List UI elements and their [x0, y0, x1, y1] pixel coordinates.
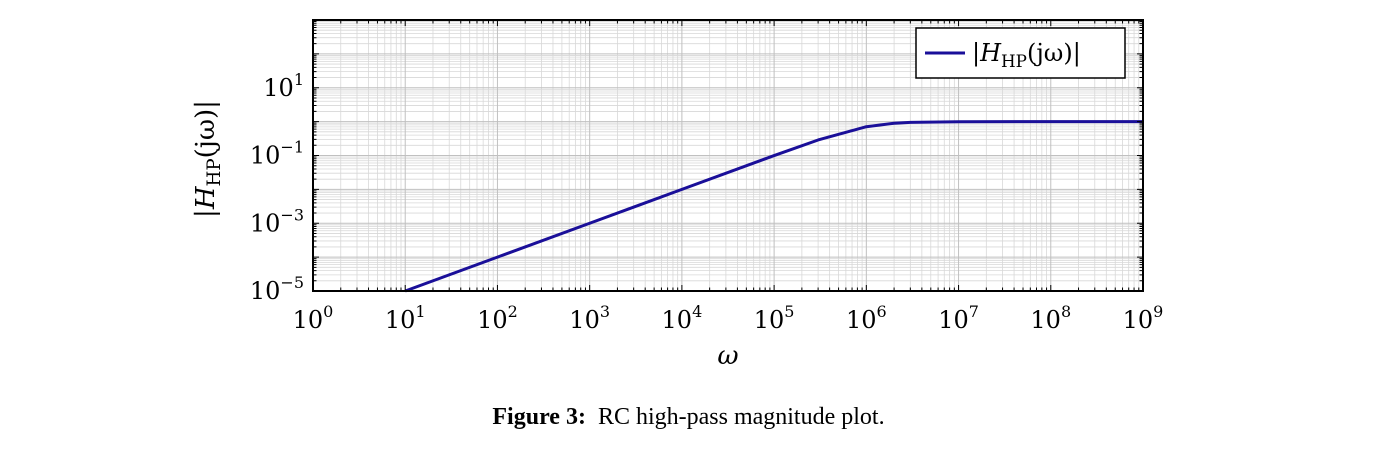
x-tick-base: 10 — [1030, 306, 1061, 334]
legend-subscript: HP — [1001, 51, 1027, 71]
y-tick-label: 10−1 — [250, 138, 304, 170]
series-layer — [404, 120, 1144, 293]
y-tick-exponent: −3 — [280, 205, 304, 224]
figure-caption: Figure 3: RC high-pass magnitude plot. — [0, 404, 1377, 431]
ylabel-bar-right: | — [191, 100, 221, 109]
legend-bar-right: | — [1073, 39, 1081, 68]
ylabel-argument: (jω) — [191, 109, 221, 159]
x-tick-exponent: 3 — [600, 302, 610, 321]
x-tick-exponent: 5 — [784, 302, 794, 321]
y-tick-base: 10 — [250, 142, 281, 170]
x-tick-base: 10 — [846, 306, 877, 334]
x-axis-label: ω — [717, 341, 738, 371]
y-tick-label: 10−5 — [250, 273, 304, 305]
axis-labels: ω|HHP(jω)| — [191, 100, 739, 371]
x-tick-base: 10 — [293, 306, 324, 334]
tick-marks — [312, 19, 1144, 292]
x-tick-base: 10 — [385, 306, 416, 334]
y-tick-base: 10 — [250, 209, 281, 237]
y-tick-exponent: −1 — [280, 138, 304, 157]
legend-label: |HHP(jω)| — [972, 39, 1081, 71]
x-tick-exponent: 7 — [969, 302, 979, 321]
x-tick-label: 105 — [754, 302, 795, 334]
x-tick-base: 10 — [662, 306, 693, 334]
y-tick-exponent: −5 — [280, 273, 304, 292]
x-tick-exponent: 8 — [1061, 302, 1071, 321]
x-tick-exponent: 9 — [1153, 302, 1163, 321]
x-tick-label: 101 — [385, 302, 426, 334]
legend-symbol: H — [979, 39, 1002, 67]
x-tick-label: 100 — [293, 302, 334, 334]
x-tick-base: 10 — [938, 306, 969, 334]
x-tick-exponent: 0 — [323, 302, 333, 321]
y-tick-label: 101 — [263, 70, 304, 102]
ylabel-bar-left: | — [191, 209, 221, 218]
y-tick-base: 10 — [263, 74, 294, 102]
y-axis-label: |HHP(jω)| — [191, 100, 225, 218]
ylabel-subscript: HP — [204, 158, 225, 186]
y-tick-base: 10 — [250, 277, 281, 305]
legend-bar-left: | — [972, 39, 980, 68]
x-tick-exponent: 2 — [508, 302, 518, 321]
x-tick-label: 108 — [1030, 302, 1071, 334]
x-tick-label: 103 — [569, 302, 610, 334]
x-tick-label: 102 — [477, 302, 518, 334]
ylabel-symbol: H — [191, 185, 221, 210]
x-tick-label: 106 — [846, 302, 887, 334]
x-tick-label: 104 — [662, 302, 703, 334]
y-tick-label: 10−3 — [250, 205, 304, 237]
axis-ticks: 100 101 102 103 104 105 106 107 108 10910−510−310… — [250, 19, 1164, 334]
legend: |HHP(jω)| — [915, 27, 1126, 79]
x-tick-exponent: 1 — [415, 302, 425, 321]
caption-label: Figure 3: — [492, 404, 586, 430]
caption-text: RC high-pass magnitude plot. — [597, 404, 885, 430]
y-tick-exponent: 1 — [294, 70, 304, 89]
series-line — [404, 120, 1143, 293]
x-tick-label: 107 — [938, 302, 979, 334]
legend-argument: (jω) — [1027, 39, 1073, 67]
x-tick-base: 10 — [754, 306, 785, 334]
x-tick-base: 10 — [1123, 306, 1154, 334]
x-tick-base: 10 — [477, 306, 508, 334]
x-tick-label: 109 — [1123, 302, 1164, 334]
x-tick-base: 10 — [569, 306, 600, 334]
x-tick-exponent: 4 — [692, 302, 702, 321]
x-tick-exponent: 6 — [877, 302, 887, 321]
